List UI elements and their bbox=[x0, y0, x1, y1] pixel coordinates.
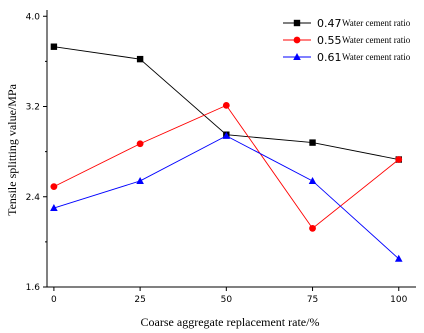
legend-entry-0: 0.47 Water cement ratio bbox=[283, 17, 411, 30]
series-2 bbox=[50, 131, 403, 262]
y-axis-title: Tensile splitting value/MPa bbox=[5, 83, 19, 215]
data-point bbox=[50, 204, 58, 212]
data-point bbox=[136, 176, 144, 184]
legend-entry-2: 0.61 Water cement ratio bbox=[283, 51, 411, 64]
legend-label: Water cement ratio bbox=[342, 52, 411, 62]
x-tick-label: 100 bbox=[390, 295, 407, 305]
legend-marker bbox=[293, 53, 301, 60]
y-tick-label: 1.6 bbox=[26, 283, 41, 293]
x-tick-label: 75 bbox=[307, 295, 318, 305]
y-tick-label: 4.0 bbox=[26, 12, 41, 22]
legend-value: 0.55 bbox=[317, 34, 342, 47]
data-point bbox=[222, 131, 231, 139]
series-line bbox=[53, 104, 400, 229]
legend-entry-1: 0.55 Water cement ratio bbox=[283, 34, 411, 47]
series-layer bbox=[50, 43, 403, 262]
legend-marker bbox=[293, 36, 301, 44]
data-point bbox=[308, 176, 317, 184]
legend-value: 0.61 bbox=[317, 51, 342, 64]
data-point bbox=[395, 156, 403, 163]
y-tick-label: 2.4 bbox=[26, 193, 41, 203]
series-1 bbox=[50, 101, 403, 232]
data-point bbox=[50, 43, 58, 50]
x-tick-label: 25 bbox=[134, 295, 145, 305]
legend-label: Water cement ratio bbox=[342, 35, 411, 45]
data-point bbox=[394, 254, 403, 262]
y-tick-label: 3.2 bbox=[26, 103, 40, 113]
axes bbox=[46, 10, 416, 288]
y-ticks: 1.6 2.4 3.2 4.0 bbox=[26, 12, 47, 293]
legend-label: Water cement ratio bbox=[342, 18, 411, 28]
x-ticks: 0 25 50 75 100 bbox=[51, 287, 408, 305]
data-point bbox=[136, 140, 144, 148]
data-point bbox=[309, 139, 316, 146]
x-tick-label: 0 bbox=[51, 295, 57, 305]
data-point bbox=[222, 101, 230, 109]
data-point bbox=[309, 224, 316, 232]
x-axis-title: Coarse aggregate replacement rate/% bbox=[141, 315, 320, 329]
legend-value: 0.47 bbox=[317, 17, 342, 30]
legend-marker bbox=[293, 19, 301, 27]
data-point bbox=[136, 55, 144, 63]
data-point bbox=[50, 183, 58, 190]
series-line bbox=[53, 135, 400, 260]
x-tick-label: 50 bbox=[221, 295, 233, 305]
